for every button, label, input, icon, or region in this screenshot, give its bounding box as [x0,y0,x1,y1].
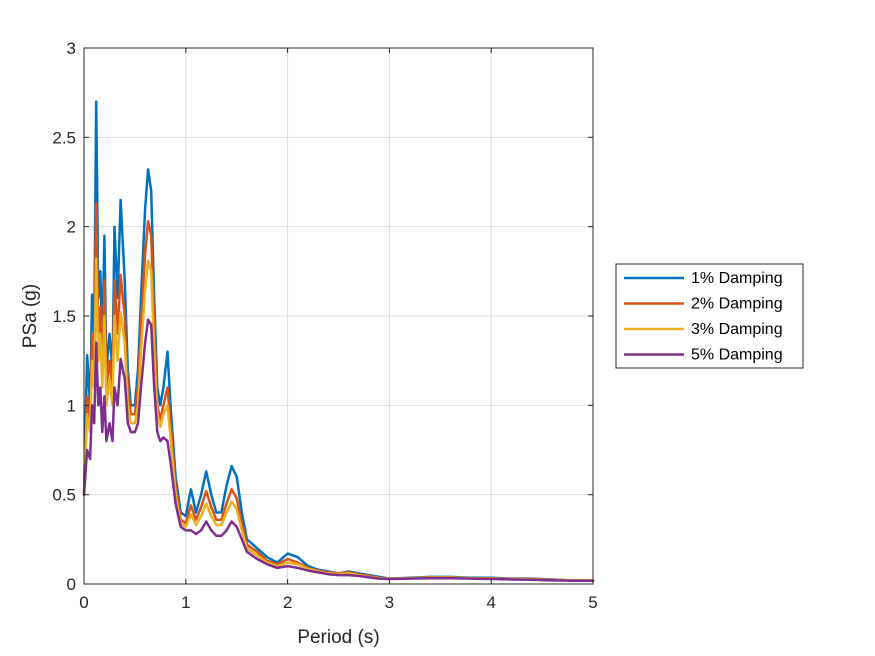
legend-box [615,263,804,369]
y-tick-label: 0 [67,575,76,594]
x-tick-label: 1 [181,593,190,612]
y-tick-label: 0.5 [52,486,76,505]
x-tick-label: 0 [79,593,88,612]
y-tick-label: 2.5 [52,128,76,147]
legend-label-1: 1% Damping [691,270,783,287]
legend: 1% Damping 2% Damping 3% Damping 5% Damping [615,263,804,369]
plot-area: 0 1 2 3 4 5 0 0.5 1 1.5 2 2.5 3 [52,39,597,612]
legend-label-4: 5% Damping [691,347,783,364]
series-line-4 [82,318,595,583]
x-tick-label: 2 [283,593,292,612]
legend-label-2: 2% Damping [691,296,783,313]
y-tick-label: 2 [67,218,76,237]
y-tick-label: 1 [67,396,76,415]
x-tick-label: 4 [486,593,495,612]
ticks: 0 1 2 3 4 5 0 0.5 1 1.5 2 2.5 3 [52,39,597,612]
y-axis-label: PSa (g) [20,284,41,348]
series-lines [82,100,595,583]
x-axis-label: Period (s) [297,627,379,648]
y-tick-label: 3 [67,39,76,58]
y-tick-label: 1.5 [52,307,76,326]
x-tick-label: 5 [588,593,597,612]
legend-label-3: 3% Damping [691,321,783,338]
x-tick-label: 3 [385,593,394,612]
